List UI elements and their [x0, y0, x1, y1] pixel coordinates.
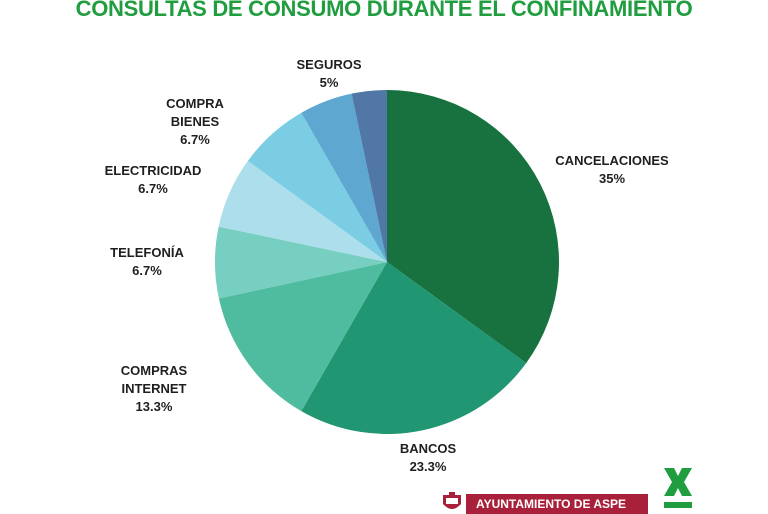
slice-label: SEGUROS 5% [296, 57, 362, 90]
pie-slice-telefon-a [214, 226, 387, 299]
org-banner: AYUNTAMIENTO DE ASPE [466, 494, 648, 514]
pie-slice-cancelaciones [387, 90, 559, 364]
pie-slice-electricidad [218, 160, 387, 262]
pie-slice-bancos [301, 262, 527, 435]
pie-slice-compra-bienes [247, 112, 387, 262]
slice-label: COMPRA BIENES 6.7% [166, 96, 224, 147]
coat-of-arms-icon [443, 492, 461, 509]
slice-label: CANCELACIONES 35% [555, 153, 669, 186]
pie-slice-other [351, 90, 387, 262]
pie-slice-seguros [301, 93, 387, 263]
slice-label: TELEFONÍA 6.7% [110, 245, 184, 278]
slice-label: COMPRAS INTERNET 13.3% [120, 363, 188, 414]
pie-slice-compras-internet [218, 262, 387, 412]
slice-label: BANCOS 23.3% [399, 441, 457, 474]
brand-logo-icon [664, 468, 692, 508]
slice-label: ELECTRICIDAD 6.7% [104, 163, 202, 196]
chart-title: CONSULTAS DE CONSUMO DURANTE EL CONFINAM… [75, 0, 693, 21]
